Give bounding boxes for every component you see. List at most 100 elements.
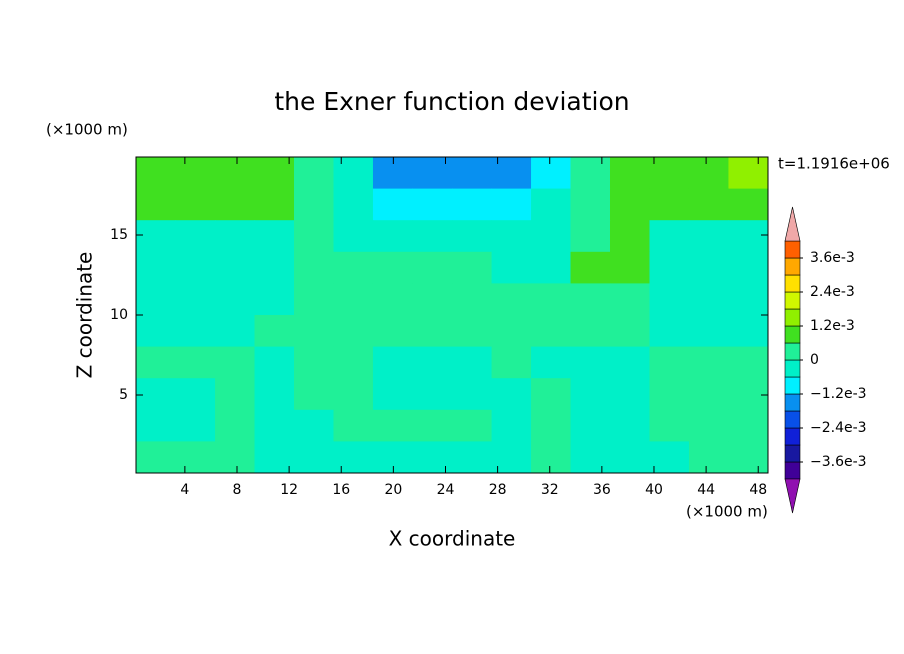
contour-cell [610, 346, 650, 379]
colorbar-box [784, 393, 801, 412]
contour-cell [531, 346, 572, 379]
contour-cell [254, 378, 295, 411]
contour-cell [452, 346, 493, 379]
contour-cell [610, 157, 650, 190]
contour-cell [491, 315, 532, 348]
contour-cell [175, 315, 216, 348]
contour-cell [728, 283, 769, 316]
contour-cell [531, 441, 572, 474]
x-tick-label: 36 [593, 482, 611, 498]
contour-cell [372, 378, 413, 411]
contour-cell [412, 188, 453, 221]
contour-cell [610, 188, 650, 221]
contour-cell [215, 409, 256, 442]
contour-cell [452, 378, 493, 411]
contour-cell [294, 315, 334, 348]
colorbar-box [784, 308, 801, 327]
colorbar-box [784, 274, 801, 293]
contour-cell [570, 220, 611, 253]
contour-cell [452, 315, 493, 348]
contour-cell [531, 283, 572, 316]
contour-cell [175, 220, 216, 253]
x-tick-label: 28 [489, 482, 507, 498]
contour-cell [175, 441, 216, 474]
contour-cell [570, 346, 611, 379]
contour-cell [294, 251, 334, 284]
contour-cell [254, 251, 295, 284]
colorbar-box [784, 461, 801, 480]
contour-cell [491, 283, 532, 316]
contour-cell [333, 409, 374, 442]
contour-cell [136, 409, 177, 442]
contour-cell [136, 251, 177, 284]
contour-cell [175, 157, 216, 190]
contour-cell [215, 441, 256, 474]
colorbar-box [784, 325, 801, 344]
contour-cell [254, 315, 295, 348]
contour-cell [728, 378, 769, 411]
contour-cell [294, 220, 334, 253]
contour-cell [610, 283, 650, 316]
contour-cell [610, 251, 650, 284]
colorbar-box [784, 240, 801, 259]
contour-cell [452, 409, 493, 442]
contour-cell [491, 409, 532, 442]
x-tick-label: 20 [384, 482, 402, 498]
x-tick-label: 32 [541, 482, 559, 498]
colorbar-box [784, 427, 801, 446]
time-label: t=1.1916e+06 [778, 155, 890, 173]
colorbar-label: 2.4e-3 [810, 284, 855, 300]
contour-cell [333, 220, 374, 253]
contour-cell [412, 346, 453, 379]
contour-cell [333, 346, 374, 379]
y-axis-label: Z coordinate [73, 252, 97, 379]
contour-cell [294, 378, 334, 411]
contour-cell [688, 315, 729, 348]
contour-cell [649, 346, 690, 379]
contour-cell [175, 409, 216, 442]
contour-cell [531, 251, 572, 284]
contour-cell [254, 441, 295, 474]
contour-cell [136, 188, 177, 221]
contour-cell [491, 220, 532, 253]
contour-cell [649, 157, 690, 190]
contour-cell [412, 378, 453, 411]
contour-cell [215, 251, 256, 284]
colorbar-label: 3.6e-3 [810, 250, 855, 266]
contour-cell [412, 283, 453, 316]
contour-cell [175, 188, 216, 221]
contour-cell [688, 157, 729, 190]
contour-cell [412, 441, 453, 474]
colorbar-box [784, 291, 801, 310]
contour-cell [688, 441, 729, 474]
contour-cell [452, 251, 493, 284]
colorbar-label: −1.2e-3 [810, 386, 867, 402]
contour-cell [215, 346, 256, 379]
contour-cell [531, 220, 572, 253]
contour-cell [452, 283, 493, 316]
colorbar-bottom [784, 478, 801, 514]
contour-cell [254, 409, 295, 442]
chart-title: the Exner function deviation [274, 87, 629, 116]
colorbar-box [784, 376, 801, 395]
contour-cell [649, 188, 690, 221]
contour-cell [254, 188, 295, 221]
contour-cell [136, 157, 177, 190]
contour-cell [215, 378, 256, 411]
colorbar-box [784, 342, 801, 361]
contour-cell [215, 283, 256, 316]
contour-cell [136, 346, 177, 379]
contour-cell [570, 441, 611, 474]
contour-cell [688, 283, 729, 316]
contour-cell [570, 283, 611, 316]
colorbar-top [784, 206, 801, 242]
contour-cell [531, 378, 572, 411]
contour-cell [254, 220, 295, 253]
contour-cell [570, 251, 611, 284]
contour-cell [688, 188, 729, 221]
contour-cell [649, 283, 690, 316]
contour-cell [136, 441, 177, 474]
contour-cell [412, 251, 453, 284]
contour-cell [333, 378, 374, 411]
